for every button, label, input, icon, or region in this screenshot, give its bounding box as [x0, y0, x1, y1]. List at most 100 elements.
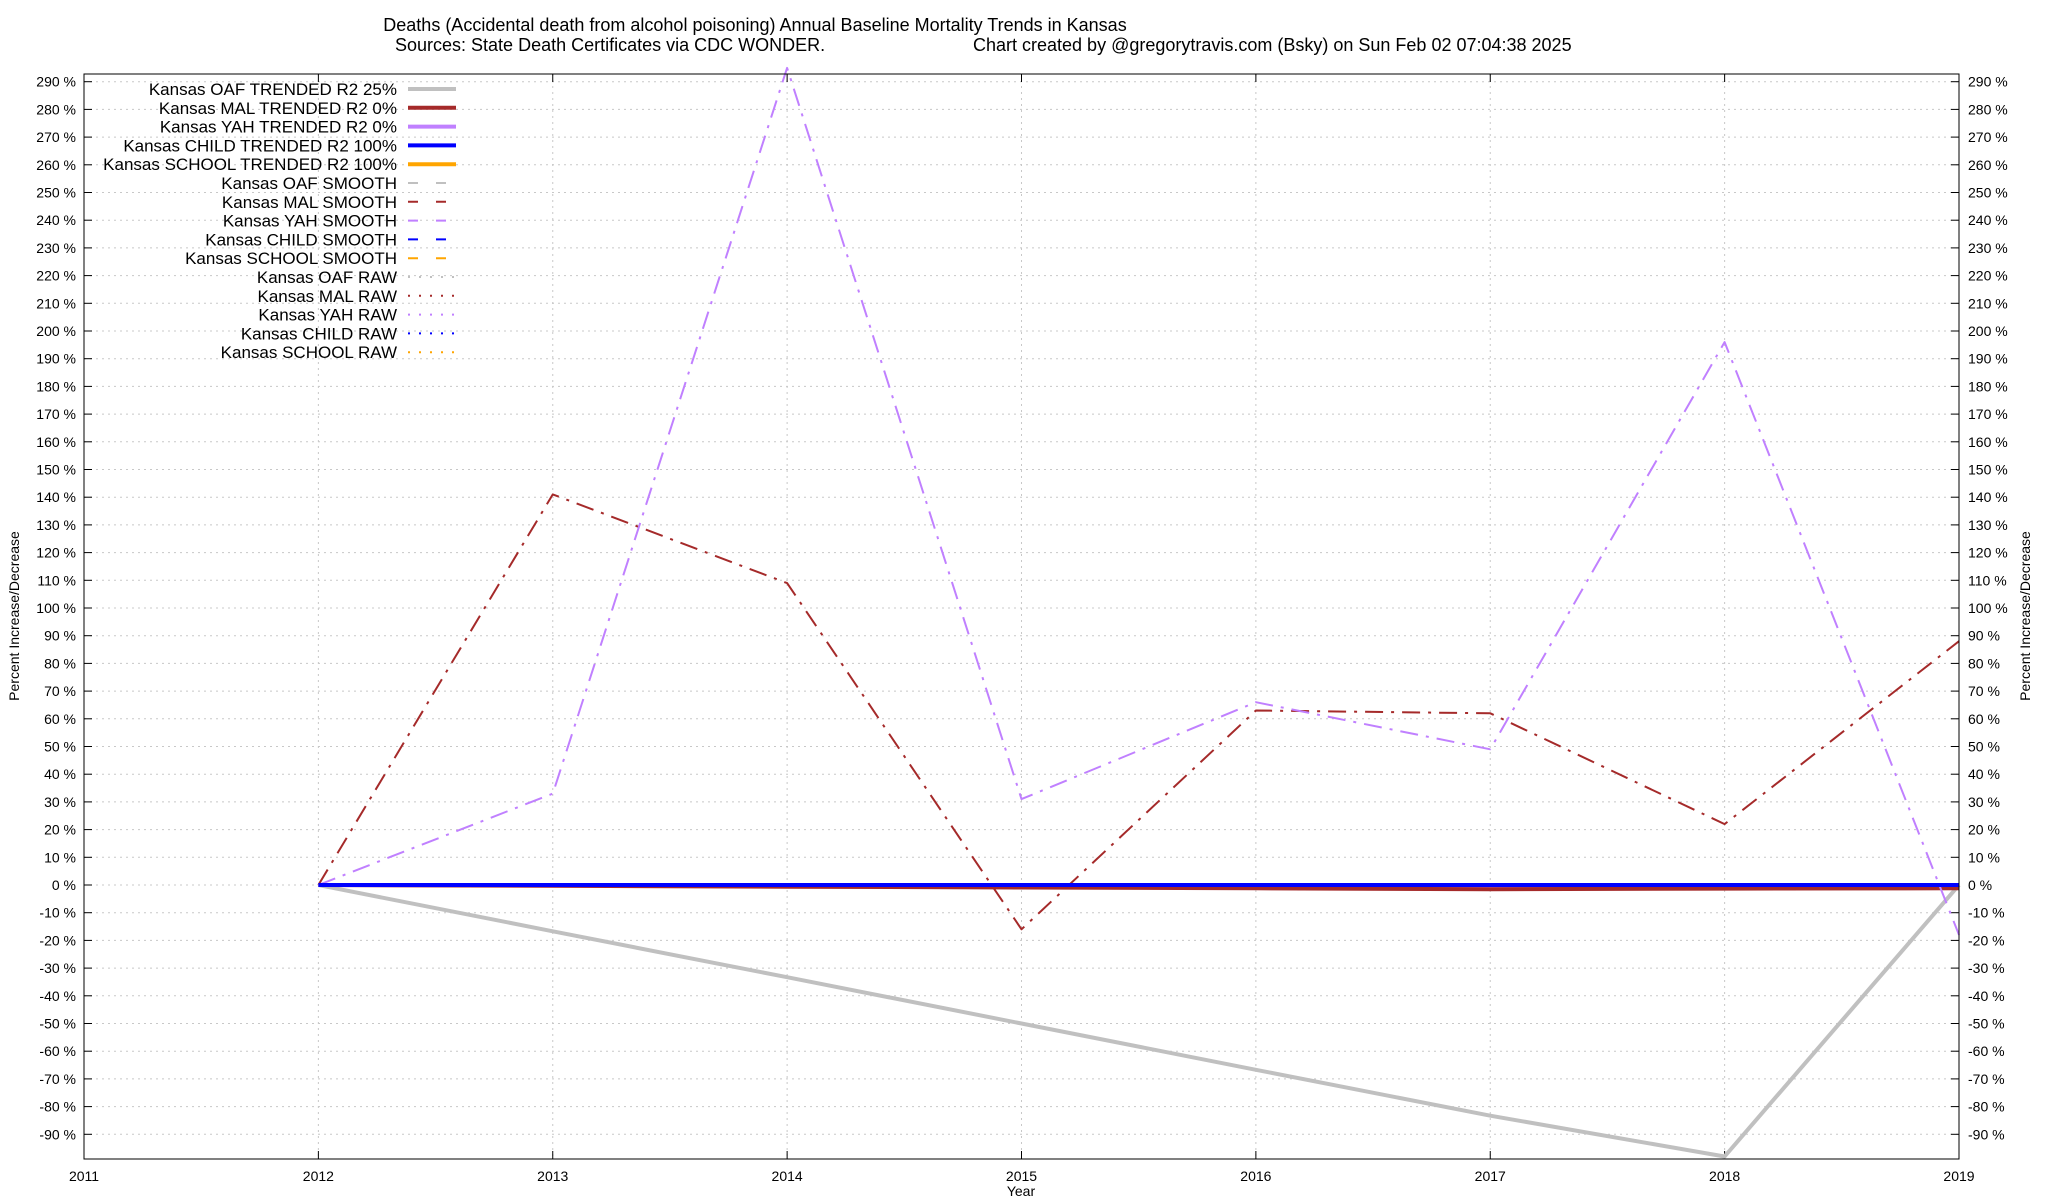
- legend-label: Kansas MAL TRENDED R2 0%: [159, 99, 397, 118]
- y-tick-label-right: 60 %: [1968, 711, 2000, 727]
- y-tick-label-right: 100 %: [1968, 600, 2008, 616]
- x-axis-label: Year: [1007, 1183, 1036, 1199]
- y-tick-label-left: 260 %: [36, 157, 76, 173]
- y-tick-label-right: 0 %: [1968, 877, 1992, 893]
- y-tick-label-left: 0 %: [52, 877, 76, 893]
- y-tick-label-left: -90 %: [39, 1126, 76, 1142]
- y-tick-label-right: 170 %: [1968, 406, 2008, 422]
- y-tick-label-right: 240 %: [1968, 212, 2008, 228]
- y-tick-label-right: 280 %: [1968, 101, 2008, 117]
- y-tick-label-right: 120 %: [1968, 545, 2008, 561]
- x-tick-label: 2016: [1240, 1168, 1271, 1184]
- y-tick-label-left: 60 %: [44, 711, 76, 727]
- y-tick-label-right: 10 %: [1968, 849, 2000, 865]
- y-tick-label-left: 50 %: [44, 739, 76, 755]
- y-tick-label-right: -20 %: [1968, 932, 2005, 948]
- chart-subtitle-credit: Chart created by @gregorytravis.com (Bsk…: [973, 35, 1572, 55]
- legend-label: Kansas YAH SMOOTH: [223, 212, 397, 231]
- y-tick-label-right: 270 %: [1968, 129, 2008, 145]
- y-tick-label-left: 20 %: [44, 822, 76, 838]
- y-tick-label-left: 100 %: [36, 600, 76, 616]
- y-tick-label-left: 170 %: [36, 406, 76, 422]
- legend-label: Kansas YAH RAW: [258, 306, 397, 325]
- axis-ticks: 2011 2012 2013 2014 2015 2016 2017 2018 2019 290 …: [36, 74, 2007, 1184]
- y-tick-label-left: 230 %: [36, 240, 76, 256]
- series-lines: [317, 66, 1961, 1159]
- legend-label: Kansas OAF RAW: [257, 268, 397, 287]
- x-tick-label: 2014: [772, 1168, 803, 1184]
- y-tick-label-left: 150 %: [36, 462, 76, 478]
- y-tick-label-right: 140 %: [1968, 489, 2008, 505]
- legend: Kansas OAF TRENDED R2 25%Kansas MAL TREN…: [103, 80, 456, 362]
- y-tick-label-left: 30 %: [44, 794, 76, 810]
- y-tick-label-left: -30 %: [39, 960, 76, 976]
- y-tick-label-left: 90 %: [44, 628, 76, 644]
- y-tick-label-left: 220 %: [36, 268, 76, 284]
- y-tick-label-right: 230 %: [1968, 240, 2008, 256]
- y-tick-label-left: 250 %: [36, 185, 76, 201]
- y-tick-label-right: -70 %: [1968, 1071, 2005, 1087]
- legend-label: Kansas MAL RAW: [257, 287, 397, 306]
- y-tick-label-right: 20 %: [1968, 822, 2000, 838]
- legend-label: Kansas SCHOOL RAW: [221, 343, 397, 362]
- chart-subtitle-source: Sources: State Death Certificates via CD…: [395, 35, 825, 55]
- legend-label: Kansas SCHOOL TRENDED R2 100%: [103, 155, 397, 174]
- y-tick-label-left: -40 %: [39, 988, 76, 1004]
- y-tick-label-left: 40 %: [44, 766, 76, 782]
- y-tick-label-left: 210 %: [36, 295, 76, 311]
- y-tick-label-left: -20 %: [39, 932, 76, 948]
- y-tick-label-right: 80 %: [1968, 655, 2000, 671]
- y-tick-label-right: -90 %: [1968, 1126, 2005, 1142]
- y-tick-label-left: -70 %: [39, 1071, 76, 1087]
- y-tick-label-right: 200 %: [1968, 323, 2008, 339]
- legend-label: Kansas SCHOOL SMOOTH: [185, 249, 397, 268]
- legend-label: Kansas CHILD RAW: [241, 324, 397, 343]
- series-line-0: [318, 883, 1961, 1159]
- y-tick-label-right: -60 %: [1968, 1043, 2005, 1059]
- legend-label: Kansas YAH TRENDED R2 0%: [160, 118, 397, 137]
- y-tick-label-right: -30 %: [1968, 960, 2005, 976]
- y-tick-label-left: 290 %: [36, 74, 76, 90]
- y-tick-label-right: -40 %: [1968, 988, 2005, 1004]
- y-tick-label-right: 90 %: [1968, 628, 2000, 644]
- y-tick-label-right: 70 %: [1968, 683, 2000, 699]
- y-tick-label-left: 140 %: [36, 489, 76, 505]
- y-tick-label-left: 120 %: [36, 545, 76, 561]
- y-tick-label-right: 250 %: [1968, 185, 2008, 201]
- legend-label: Kansas CHILD SMOOTH: [205, 230, 397, 249]
- series-line-7: [318, 66, 1960, 936]
- y-tick-label-right: 160 %: [1968, 434, 2008, 450]
- y-tick-label-left: 10 %: [44, 849, 76, 865]
- y-tick-label-right: 150 %: [1968, 462, 2008, 478]
- legend-label: Kansas CHILD TRENDED R2 100%: [123, 136, 397, 155]
- x-tick-label: 2017: [1475, 1168, 1506, 1184]
- y-tick-label-left: -10 %: [39, 905, 76, 921]
- x-tick-label: 2011: [69, 1168, 99, 1184]
- y-tick-label-right: -50 %: [1968, 1016, 2005, 1032]
- x-tick-label: 2015: [1006, 1168, 1037, 1184]
- chart-title: Deaths (Accidental death from alcohol po…: [383, 15, 1126, 35]
- y-tick-label-right: 130 %: [1968, 517, 2008, 533]
- legend-label: Kansas OAF TRENDED R2 25%: [149, 80, 397, 99]
- x-tick-label: 2019: [1943, 1168, 1974, 1184]
- x-tick-label: 2013: [537, 1168, 568, 1184]
- y-tick-label-right: 190 %: [1968, 351, 2008, 367]
- y-tick-label-left: 180 %: [36, 378, 76, 394]
- y-axis-label-right: Percent Increase/Decrease: [2017, 531, 2033, 701]
- y-tick-label-left: 270 %: [36, 129, 76, 145]
- y-tick-label-left: 280 %: [36, 101, 76, 117]
- y-tick-label-right: 290 %: [1968, 74, 2008, 90]
- y-tick-label-right: 50 %: [1968, 739, 2000, 755]
- y-tick-label-right: 110 %: [1968, 572, 2007, 588]
- y-tick-label-left: 190 %: [36, 351, 76, 367]
- y-tick-label-right: 220 %: [1968, 268, 2008, 284]
- legend-label: Kansas OAF SMOOTH: [221, 174, 397, 193]
- legend-label: Kansas MAL SMOOTH: [222, 193, 397, 212]
- y-tick-label-left: 240 %: [36, 212, 76, 228]
- plot-frame: [83, 73, 1960, 1160]
- y-tick-label-left: 70 %: [44, 683, 76, 699]
- y-tick-label-right: 40 %: [1968, 766, 2000, 782]
- y-tick-label-right: -10 %: [1968, 905, 2005, 921]
- y-tick-label-left: -80 %: [39, 1099, 76, 1115]
